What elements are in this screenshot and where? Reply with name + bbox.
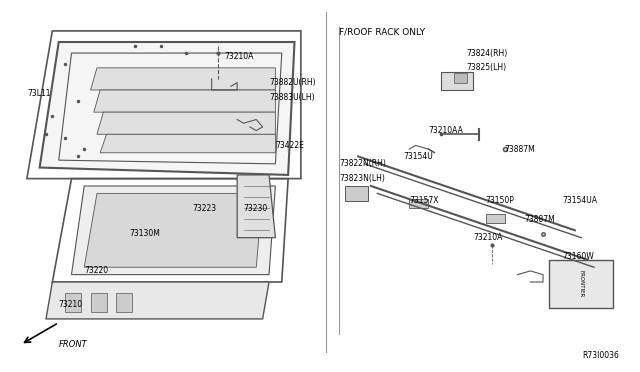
Text: 73887M: 73887M: [524, 215, 555, 224]
Text: 73223: 73223: [193, 203, 217, 213]
Text: 73154U: 73154U: [403, 152, 433, 161]
Bar: [549, 260, 613, 308]
Text: 73822N(RH): 73822N(RH): [339, 159, 386, 169]
Bar: [65, 293, 81, 311]
Text: 73210: 73210: [59, 300, 83, 309]
Text: 73210AA: 73210AA: [428, 126, 463, 135]
Polygon shape: [94, 90, 275, 112]
Text: 73210A: 73210A: [473, 233, 502, 242]
Text: 73130M: 73130M: [129, 230, 160, 238]
Text: FRONTIER: FRONTIER: [579, 270, 584, 298]
Bar: [409, 199, 428, 208]
Text: 73150P: 73150P: [486, 196, 515, 205]
Text: 73422E: 73422E: [275, 141, 304, 150]
Polygon shape: [84, 193, 262, 267]
Polygon shape: [46, 282, 269, 319]
Text: 73825(LH): 73825(LH): [467, 63, 507, 72]
Text: 73210A: 73210A: [225, 52, 254, 61]
Text: 73882U(RH): 73882U(RH): [269, 78, 316, 87]
Text: 73824(RH): 73824(RH): [467, 49, 508, 58]
Text: 73154UA: 73154UA: [562, 196, 597, 205]
Text: FRONT: FRONT: [59, 340, 88, 349]
Bar: [346, 186, 368, 201]
Polygon shape: [97, 112, 275, 134]
Polygon shape: [100, 134, 275, 153]
Text: 73887M: 73887M: [505, 145, 536, 154]
Text: 73L11: 73L11: [27, 89, 51, 98]
Text: R73I0036: R73I0036: [582, 350, 620, 359]
Text: 73157X: 73157X: [409, 196, 438, 205]
Bar: [454, 73, 467, 83]
Bar: [116, 293, 132, 311]
Bar: [486, 214, 505, 223]
Bar: [91, 293, 106, 311]
Polygon shape: [72, 186, 275, 275]
Text: F/ROOF RACK ONLY: F/ROOF RACK ONLY: [339, 27, 425, 36]
Bar: [441, 71, 473, 90]
Text: 73823N(LH): 73823N(LH): [339, 174, 385, 183]
Text: 73230: 73230: [244, 203, 268, 213]
Polygon shape: [91, 68, 275, 90]
Polygon shape: [237, 175, 275, 238]
Text: 73220: 73220: [84, 266, 108, 275]
Text: 73160W: 73160W: [562, 251, 594, 261]
Text: 73883U(LH): 73883U(LH): [269, 93, 315, 102]
Polygon shape: [40, 42, 294, 175]
